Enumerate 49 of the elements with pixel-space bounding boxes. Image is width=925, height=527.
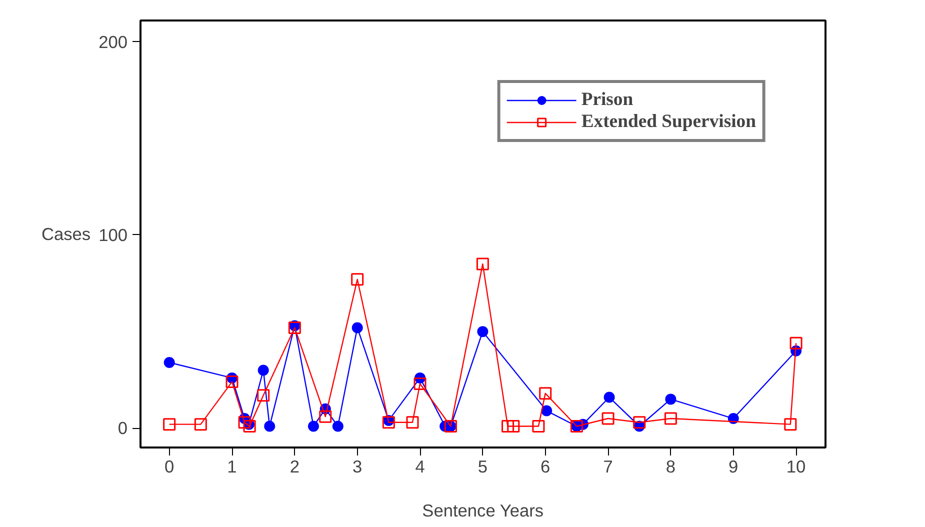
x-tick-label: 10 — [786, 456, 806, 476]
point — [308, 420, 319, 432]
point — [532, 420, 545, 432]
point — [790, 336, 802, 350]
x-tick-label: 1 — [227, 456, 237, 476]
y-axis-title: Cases — [41, 224, 91, 244]
x-tick-label: 9 — [728, 456, 738, 476]
point — [238, 416, 251, 429]
point — [414, 377, 426, 390]
x-tick-label: 0 — [164, 456, 174, 476]
y-tick-label: 100 — [98, 224, 128, 245]
point — [243, 420, 256, 432]
x-tick-label: 3 — [352, 456, 362, 476]
point — [319, 410, 332, 423]
point — [351, 273, 364, 286]
legend-label: Extended Supervision — [581, 111, 756, 133]
legend-label: Prison — [581, 89, 634, 111]
point — [507, 420, 520, 432]
point — [264, 420, 276, 432]
y-tick-label: 200 — [98, 32, 128, 52]
point — [602, 412, 614, 425]
point — [194, 418, 207, 431]
point — [382, 416, 395, 429]
y-tick-label: 0 — [118, 418, 128, 438]
x-tick-label: 5 — [478, 456, 488, 476]
point — [633, 416, 646, 429]
x-tick-label: 2 — [290, 456, 300, 476]
x-axis-title: Sentence Years — [422, 500, 544, 520]
point — [541, 405, 552, 416]
x-tick-label: 8 — [666, 456, 676, 476]
point — [332, 420, 344, 432]
point — [258, 364, 269, 376]
point — [352, 322, 363, 334]
point — [288, 321, 301, 334]
point — [163, 418, 176, 431]
point — [226, 376, 238, 388]
x-tick-label: 6 — [540, 456, 550, 476]
point — [406, 416, 419, 429]
point — [664, 412, 677, 425]
point — [476, 258, 489, 270]
point — [539, 387, 552, 400]
point — [257, 389, 270, 402]
point — [604, 392, 615, 403]
point — [477, 326, 488, 338]
x-tick-label: 7 — [603, 456, 613, 476]
point — [665, 394, 676, 405]
point — [784, 418, 797, 431]
point — [164, 356, 175, 368]
x-tick-label: 4 — [415, 456, 426, 476]
